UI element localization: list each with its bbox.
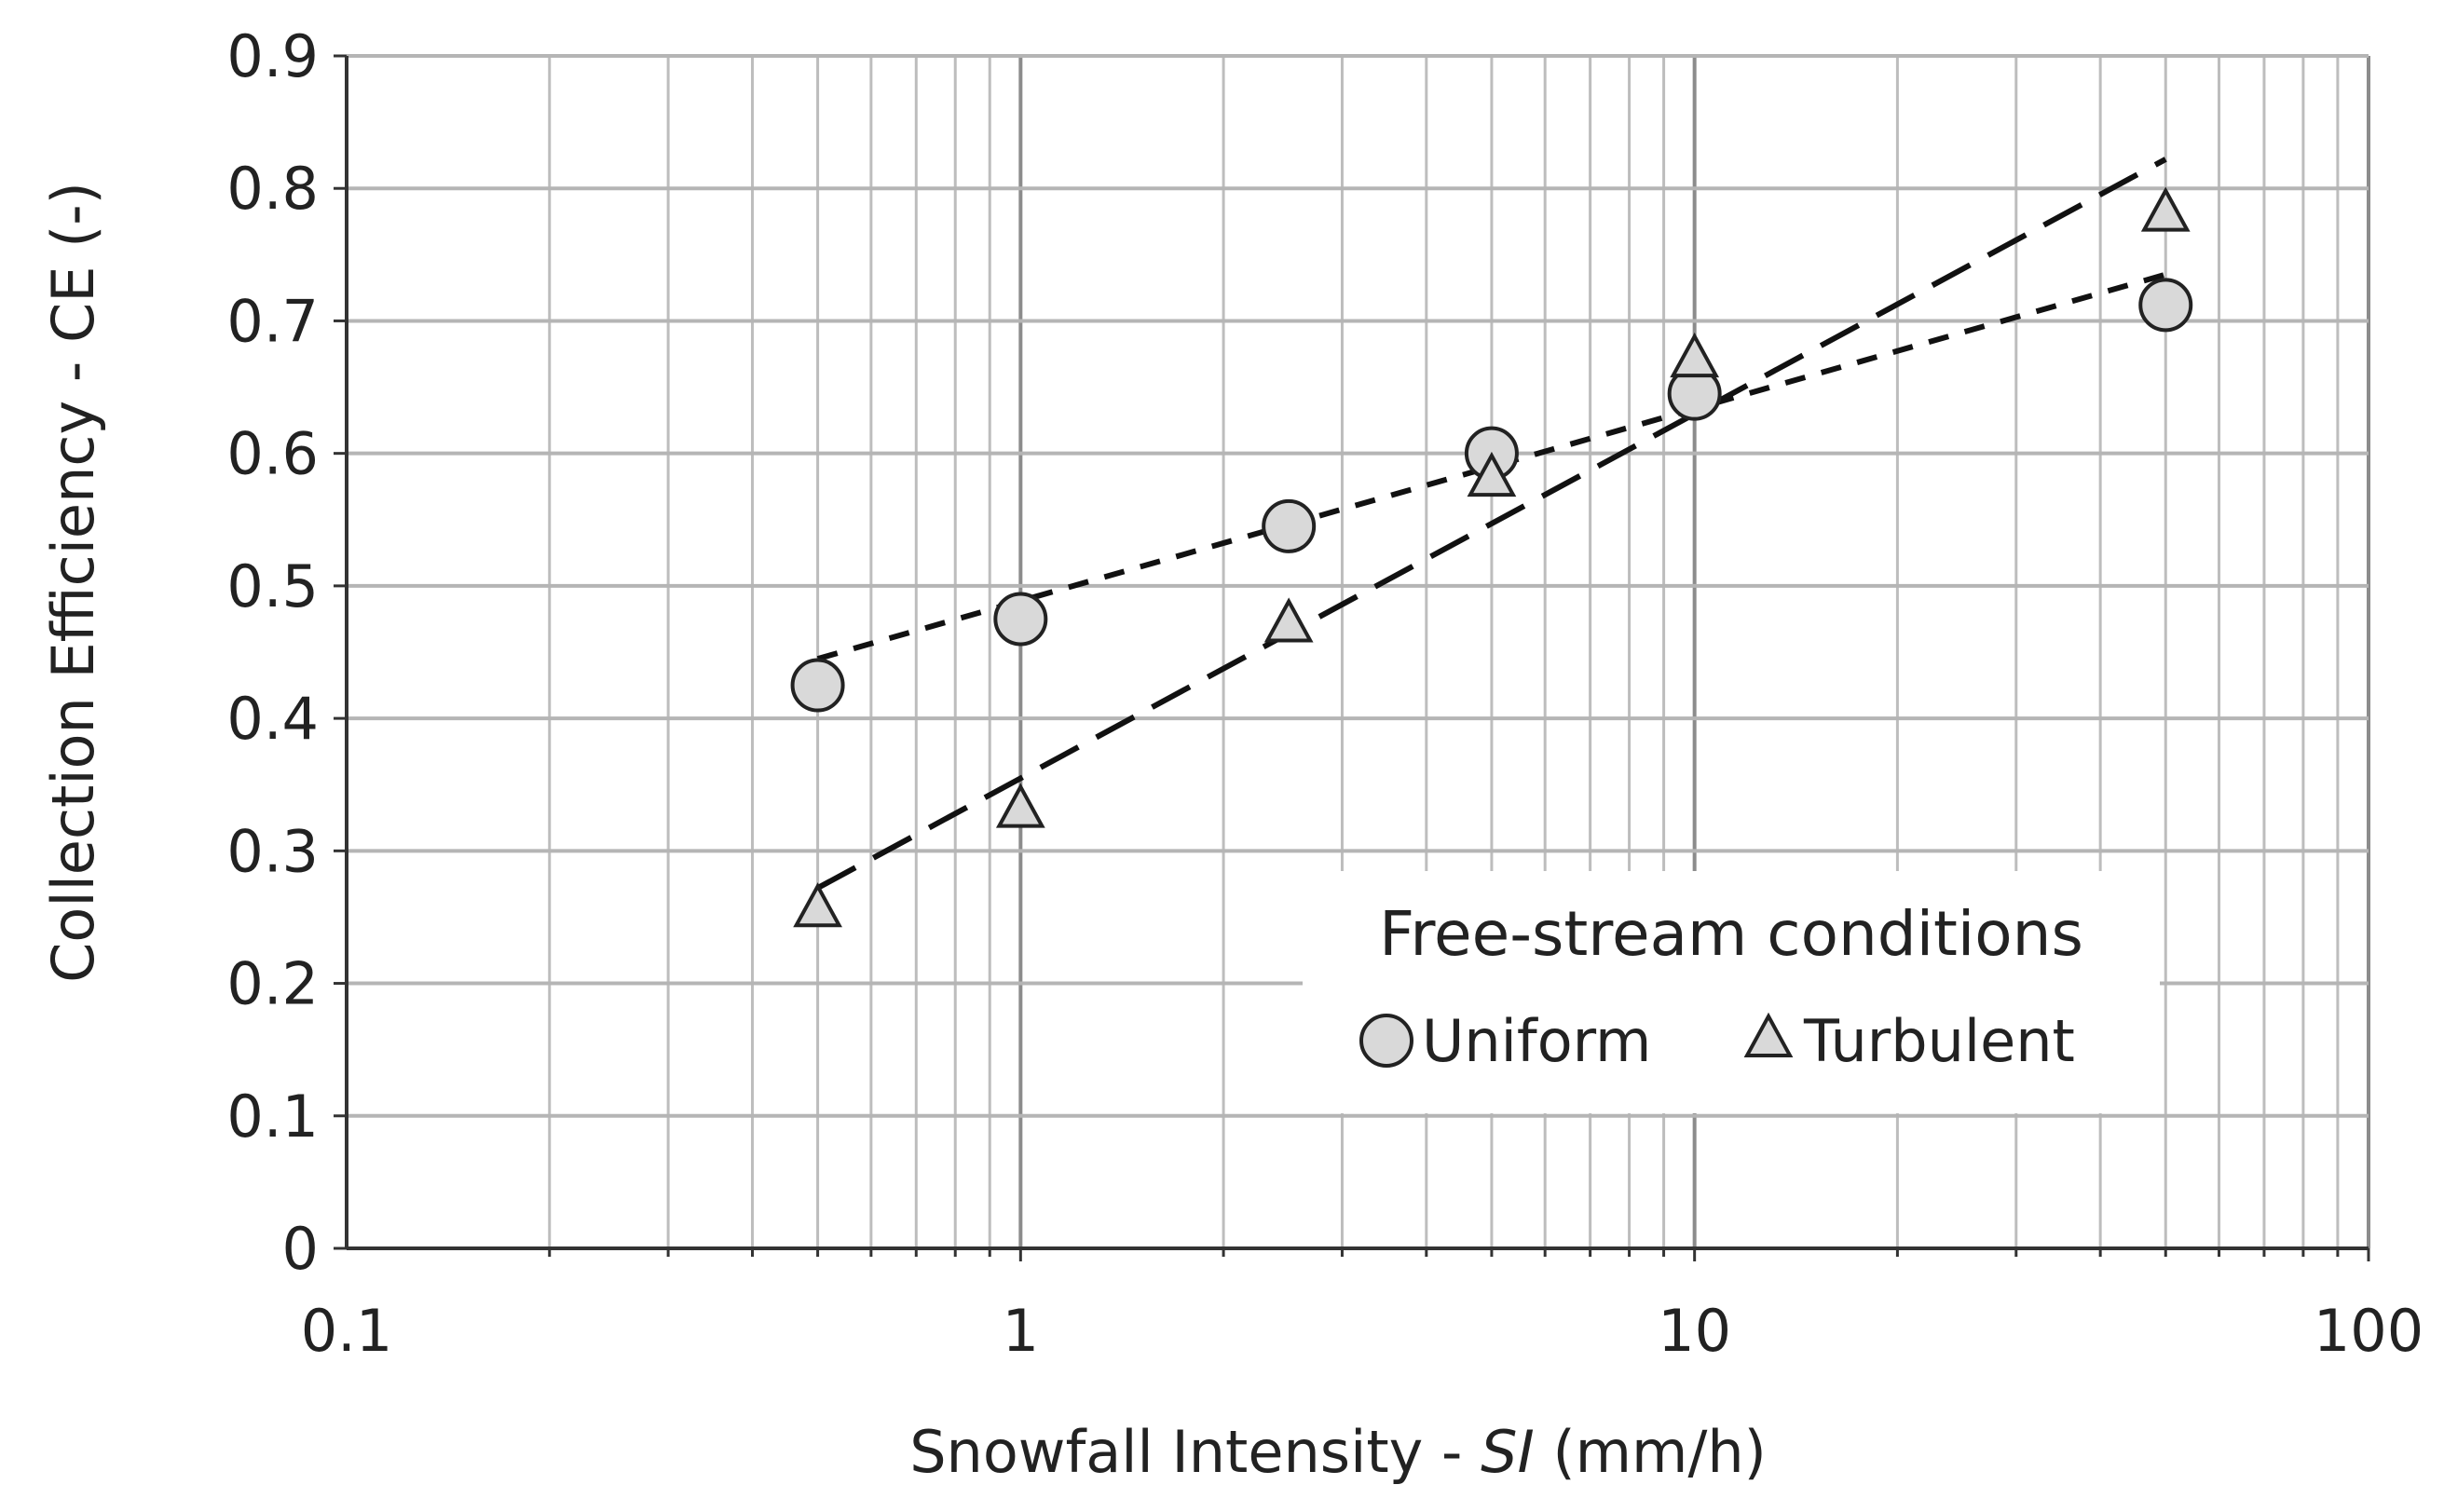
x-tick-label: 100 [2314, 1297, 2424, 1365]
x-tick-label: 10 [1658, 1297, 1731, 1365]
y-tick-label: 0.3 [226, 817, 319, 885]
x-axis-label-suffix: (mm/h) [1535, 1418, 1767, 1486]
y-tick-label: 0.7 [226, 287, 319, 355]
data-point-uniform [790, 658, 845, 713]
legend-label-turbulent: Turbulent [1803, 1007, 2075, 1075]
legend-label-uniform: Uniform [1422, 1007, 1651, 1075]
legend-marker-uniform [1359, 1014, 1413, 1068]
data-point-turbulent [2140, 186, 2191, 232]
y-tick-label: 0.5 [226, 552, 319, 620]
y-tick-label: 0.4 [226, 685, 319, 753]
ticks: 0 0.1 0.2 0.3 0.4 0.5 0.6 0.7 0.8 0.9 0.1 1 10 100 [226, 22, 2424, 1365]
x-tick-label: 1 [1003, 1297, 1039, 1365]
data-point-uniform [993, 592, 1048, 647]
legend-title: Free-stream conditions [1379, 898, 2083, 970]
data-point-turbulent [1263, 597, 1314, 643]
y-tick-label: 0.8 [226, 155, 319, 223]
data-point-uniform [1262, 498, 1317, 553]
y-tick-label: 0 [282, 1215, 319, 1283]
data-point-turbulent [995, 783, 1045, 828]
data-markers [790, 186, 2193, 928]
legend-marker-turbulent [1743, 1012, 1794, 1057]
x-axis-label-prefix: Snowfall Intensity - [909, 1418, 1481, 1486]
x-axis-label: Snowfall Intensity - SI (mm/h) [909, 1418, 1767, 1486]
y-tick-label: 0.6 [226, 420, 319, 488]
data-point-turbulent [793, 882, 842, 928]
legend-box [1303, 871, 2160, 1113]
y-tick-label: 0.2 [226, 950, 319, 1018]
trend-line-turbulent [816, 157, 2167, 891]
data-point-uniform [2138, 278, 2193, 333]
trend-lines [816, 157, 2167, 891]
trend-line-uniform [816, 271, 2167, 661]
y-tick-label: 0.1 [226, 1083, 319, 1151]
x-axis-label-symbol: SI [1481, 1418, 1535, 1486]
y-tick-label: 0.9 [226, 22, 319, 90]
data-point-turbulent [1670, 332, 1720, 378]
x-tick-label: 0.1 [301, 1297, 393, 1365]
data-point-turbulent [1467, 451, 1517, 497]
y-axis-label: Collection Efficiency - CE (-) [39, 182, 107, 983]
legend: Free-stream conditions Uniform Turbulent [1303, 871, 2160, 1113]
